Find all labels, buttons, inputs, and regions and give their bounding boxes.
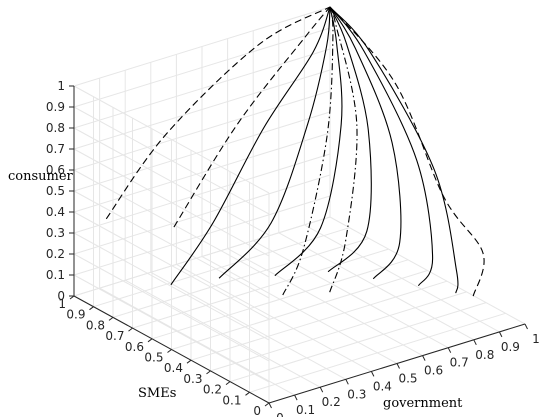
x-tick-mark <box>422 355 426 361</box>
trajectory-line-8 <box>105 6 331 220</box>
y-tick-label: 0.1 <box>222 393 241 407</box>
y-tick-mark <box>89 306 94 311</box>
trajectory-line-5 <box>329 6 402 280</box>
x-tick-label: 0 <box>276 411 284 417</box>
grid-line <box>329 216 526 325</box>
x-tick-mark <box>319 386 324 393</box>
y-axis-label: SMEs <box>138 386 176 401</box>
grid-line <box>73 90 331 171</box>
x-tick-mark <box>294 394 298 401</box>
grid-line <box>73 48 331 129</box>
y-tick-mark <box>147 338 153 343</box>
x-tick-label: 1 <box>532 332 540 346</box>
tick-labels: 0000.10.10.10.20.20.20.30.30.30.40.40.40… <box>46 79 540 417</box>
trajectory-line-2 <box>218 6 331 279</box>
z-tick-label: 0 <box>57 289 65 303</box>
trajectory-line-11 <box>282 6 334 296</box>
x-tick-label: 0.7 <box>450 356 469 370</box>
x-tick-label: 0.9 <box>501 340 520 354</box>
z-tick-label: 0.5 <box>46 184 65 198</box>
trajectory-line-10 <box>329 6 485 297</box>
x-tick-mark <box>268 402 272 409</box>
grid-line <box>73 148 270 257</box>
x-tick-mark <box>447 347 452 353</box>
z-tick-label: 0.4 <box>46 205 65 219</box>
y-tick-label: 0.5 <box>144 351 163 365</box>
grid-line <box>151 259 409 340</box>
x-tick-mark <box>524 323 528 330</box>
grid-line <box>304 224 500 333</box>
grid-line <box>132 248 389 329</box>
y-tick-mark <box>225 381 231 386</box>
z-tick-label: 0.7 <box>46 142 65 156</box>
trajectory-line-3 <box>274 6 343 277</box>
grid-line <box>73 216 331 297</box>
y-tick-mark <box>69 295 75 300</box>
z-tick-label: 0.6 <box>46 163 65 177</box>
x-tick-label: 0.1 <box>296 403 315 417</box>
y-tick-mark <box>186 359 192 364</box>
grid-line <box>73 69 331 150</box>
axes-layer <box>69 85 528 409</box>
z-tick-label: 0.3 <box>46 226 65 240</box>
x-tick-label: 0.8 <box>475 348 494 362</box>
x-tick-label: 0.4 <box>373 379 392 393</box>
y-tick-label: 1 <box>58 297 66 311</box>
y-tick-mark <box>206 370 211 375</box>
trajectory-line-1 <box>170 6 331 286</box>
x-tick-label: 0.2 <box>322 395 341 409</box>
grid-line <box>73 190 270 299</box>
grid-line <box>73 169 270 278</box>
y-tick-mark <box>245 391 250 396</box>
y-tick-label: 0.2 <box>203 383 222 397</box>
y-tick-mark <box>167 349 172 353</box>
grid-line <box>112 237 370 318</box>
x-tick-mark <box>498 331 503 338</box>
x-axis-label: government <box>383 396 463 411</box>
trajectory-line-6 <box>329 6 434 287</box>
grid-layer <box>73 6 526 404</box>
grid-line <box>73 127 270 236</box>
y-tick-label: 0.7 <box>105 329 124 343</box>
x-tick-mark <box>396 363 400 369</box>
z-tick-label: 0.9 <box>46 100 65 114</box>
y-tick-label: 0.3 <box>183 372 202 386</box>
z-axis-label: consumer <box>8 169 74 184</box>
y-tick-label: 0.6 <box>125 340 144 354</box>
grid-line <box>73 85 270 194</box>
y-tick-label: 0.4 <box>164 361 183 375</box>
grid-line <box>171 270 428 350</box>
x-tick-label: 0.3 <box>347 387 366 401</box>
x-tick-mark <box>345 379 349 385</box>
y-tick-mark <box>108 316 114 321</box>
y-tick-label: 0.8 <box>86 318 105 332</box>
series-layer <box>105 6 485 297</box>
grid-line <box>73 6 331 87</box>
grid-line <box>73 111 331 192</box>
grid-line <box>278 232 475 341</box>
z-tick-label: 0.1 <box>46 268 65 282</box>
x-tick-mark <box>370 371 375 377</box>
grid-line <box>73 106 270 215</box>
grid-line <box>227 248 423 357</box>
z-tick-label: 0.8 <box>46 121 65 135</box>
y-tick-mark <box>128 327 133 332</box>
x-tick-label: 0.5 <box>398 372 417 386</box>
trajectory-line-4 <box>327 6 372 273</box>
grid-line <box>252 240 449 349</box>
grid-line <box>73 27 331 108</box>
y-tick-label: 0 <box>253 404 261 417</box>
y-tick-label: 0.9 <box>66 308 85 322</box>
grid-line <box>93 227 350 308</box>
z-tick-label: 1 <box>57 79 65 93</box>
z-tick-label: 0.2 <box>46 247 65 261</box>
x-tick-mark <box>473 339 477 346</box>
y-tick-mark <box>264 402 270 407</box>
x-tick-label: 0.6 <box>424 364 443 378</box>
trajectory-line-9 <box>173 6 331 228</box>
